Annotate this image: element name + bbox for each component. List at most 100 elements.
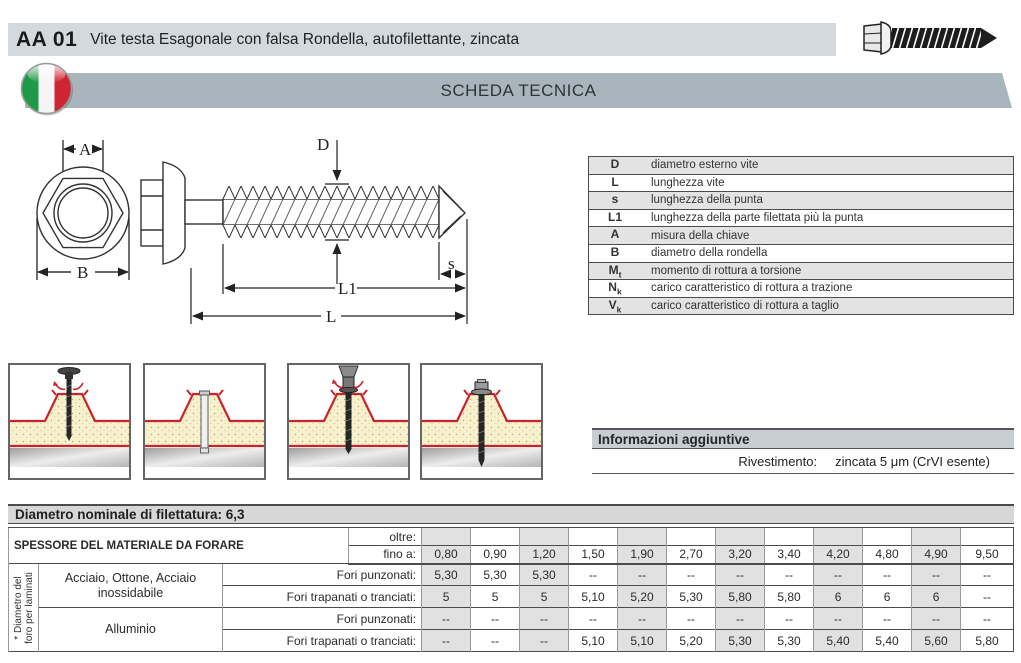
table-row-steel-trapanati: Fori trapanati o tranciati: 5 5 5 5,10 5,20 5… [9,585,1014,608]
legend-symbol: A [588,226,641,245]
table-cell-empty [568,527,618,546]
table-cell: -- [911,607,961,630]
dim-label-l: L [326,307,336,326]
table-cell: -- [666,607,716,630]
table-cell: 3,20 [715,545,765,565]
table-cell-empty [911,527,961,546]
table-cell: 5,40 [813,629,863,652]
table-cell: 5,30 [764,629,814,652]
table-cell: 5,30 [421,563,471,586]
table-cell: -- [960,585,1014,608]
material-steel: Acciaio, Ottone, Acciaio inossidabile [38,563,223,608]
table-cell: 3,40 [764,545,814,565]
table-cell: -- [764,563,814,586]
spessore-label: SPESSORE DEL MATERIALE DA FORARE [7,527,349,564]
table-cell: 4,90 [911,545,961,565]
table-cell: -- [960,607,1014,630]
dim-s [438,219,468,324]
table-cell: -- [715,607,765,630]
hole-diameter-table: SPESSORE DEL MATERIALE DA FORARE oltre: … [7,527,1014,652]
legend-symbol: D [588,156,641,175]
table-cell: -- [470,607,520,630]
table-cell: 5,60 [911,629,961,652]
coating-label: Rivestimento: [738,453,818,469]
row-label-trapanati: Fori trapanati o tranciati: [221,585,422,608]
table-cell: 2,70 [666,545,716,565]
table-cell: 5 [421,585,471,608]
table-cell: 5,10 [617,629,667,652]
install-diagram-spacer [143,363,266,480]
table-cell-empty [519,527,569,546]
thread-diameter-title: Diametro nominale di filettatura: 6,3 [15,507,245,522]
legend-row: s lunghezza della punta [588,191,1014,210]
table-cell-empty [421,527,471,546]
table-cell-empty [764,527,814,546]
legend-desc: carico caratteristico di rottura a trazi… [641,279,1014,298]
material-aluminium: Alluminio [38,607,223,652]
table-cell: -- [862,607,912,630]
legend-desc: lunghezza vite [641,173,1014,193]
dim-l [190,268,466,324]
table-cell: 6 [813,585,863,608]
fino-label: fino a: [348,545,422,565]
table-cell: -- [666,563,716,586]
additional-info-section: Informazioni aggiuntive Rivestimento: zi… [592,428,1014,474]
legend-desc: misura della chiave [641,226,1014,245]
technical-drawing: A B D [36,135,468,326]
oltre-label: oltre: [348,527,422,546]
screw-photo-icon [863,21,997,55]
italy-flag-icon [20,62,73,116]
dim-label-d: D [317,135,329,154]
table-cell: -- [960,563,1014,586]
table-cell: 1,20 [519,545,569,565]
table-cell: -- [617,607,667,630]
coating-row: Rivestimento: zincata 5 μm (CrVI esente) [592,449,1014,474]
legend-desc: carico caratteristico di rottura a tagli… [641,296,1014,316]
legend-symbol: Mt [588,261,641,281]
scheda-tecnica-label: SCHEDA TECNICA [440,80,597,100]
table-cell: 4,20 [813,545,863,565]
table-cell: 1,50 [568,545,618,565]
legend-row: L1 lunghezza della parte filettata più la… [588,208,1014,228]
dim-label-b: B [77,263,88,282]
table-cell: 5,20 [666,629,716,652]
table-cell: 5,30 [470,563,520,586]
table-row-alu-punzonati: Alluminio Fori punzonati: -- -- -- -- -- -- --… [9,607,1014,652]
legend-desc: momento di rottura a torsione [641,261,1014,281]
table-cell: 5,30 [715,629,765,652]
legend-symbol: L [588,173,641,193]
table-cell: 5,30 [519,563,569,586]
table-cell: -- [715,563,765,586]
table-cell: 5 [519,585,569,608]
install-diagram-installed [420,363,543,480]
table-cell: 5,80 [715,585,765,608]
table-cell: -- [911,563,961,586]
table-cell-empty [666,527,716,546]
table-cell: 1,90 [617,545,667,565]
table-cell: 4,80 [862,545,912,565]
table-cell: -- [617,563,667,586]
table-cell: 5 [470,585,520,608]
legend-row: Vk carico caratteristico di rottura a tag… [588,296,1014,316]
product-code: AA 01 [16,27,78,51]
dim-label-l1: L1 [338,279,357,298]
table-cell: 5,10 [568,585,618,608]
side-label-cell: * Diametro del foro per laminati [8,563,39,652]
dim-l1 [222,244,466,294]
table-row-oltre: SPESSORE DEL MATERIALE DA FORARE oltre: [7,527,1014,564]
dim-d [325,140,349,284]
table-cell: 5,40 [862,629,912,652]
table-row-alu-trapanati: Fori trapanati o tranciati: -- -- -- 5,10 5,… [9,629,1014,652]
table-cell: -- [568,563,618,586]
table-cell-empty [470,527,520,546]
row-label-punzonati: Fori punzonati: [221,607,422,630]
table-cell-empty [960,527,1014,546]
table-cell: -- [813,563,863,586]
table-cell-empty [617,527,667,546]
table-cell: -- [470,629,520,652]
table-row-fino: fino a: 0,80 0,90 1,20 1,50 1,90 2,70 3,20 3,40… [9,545,1014,565]
